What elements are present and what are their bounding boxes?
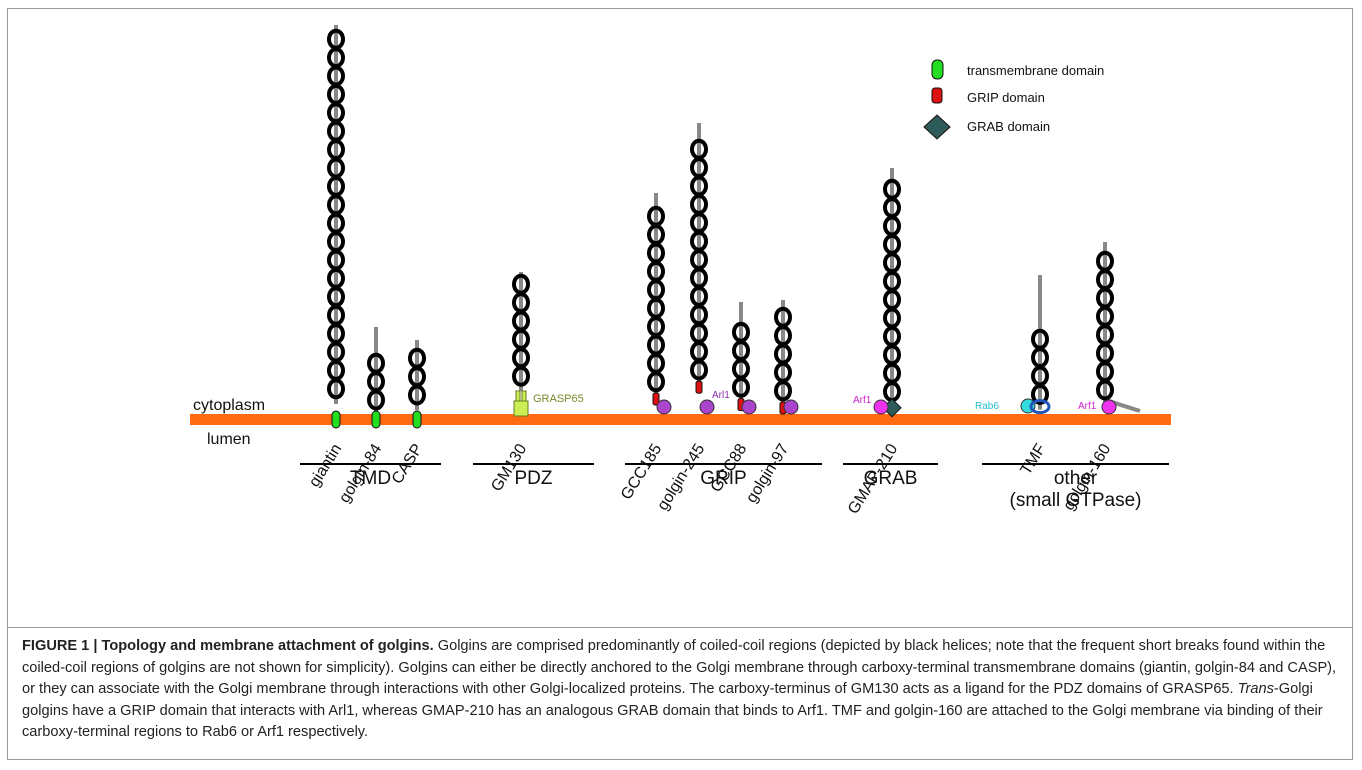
group-label: GRIP [700, 468, 746, 489]
membrane [190, 414, 1171, 425]
figure: cytoplasm lumen transmembrane domain GRI… [190, 25, 1171, 517]
protein-name: giantin [306, 441, 345, 490]
figure-frame [7, 8, 1353, 760]
caption: FIGURE 1 | Topology and membrane attachm… [22, 636, 1347, 744]
arl1 [656, 399, 672, 415]
group-sublabel: (small GTPase) [1010, 490, 1142, 511]
coil-loop [690, 359, 708, 381]
transmembrane-domain [371, 410, 381, 429]
legend-label: GRAB domain [967, 119, 1050, 134]
coil-loop [1096, 379, 1114, 401]
binding-label: GRASP65 [533, 393, 584, 405]
legend-grab-icon [923, 114, 951, 140]
binding-label: Arf1 [853, 395, 872, 406]
coil-loop [647, 371, 665, 393]
coil-loop [774, 380, 792, 402]
group-label: GRAB [864, 468, 918, 489]
arf1 [873, 399, 889, 415]
caption-italic: Trans [1237, 681, 1274, 698]
cytoplasm-label: cytoplasm [193, 397, 265, 414]
arf1 [1101, 399, 1117, 415]
caption-text: Golgins are comprised predominantly of c… [22, 638, 1337, 698]
transmembrane-domain [331, 410, 341, 429]
legend-label: transmembrane domain [967, 63, 1104, 78]
arl1 [783, 399, 799, 415]
lumen-label: lumen [207, 431, 251, 448]
arl1 [699, 399, 715, 415]
legend-label: GRIP domain [967, 90, 1045, 105]
coil-loop [1031, 383, 1049, 405]
grasp65 [515, 390, 521, 402]
caption-text: -Golgi golgins have a GRIP domain that i… [22, 681, 1323, 741]
grasp65 [513, 400, 529, 417]
grip-domain [695, 380, 703, 394]
transmembrane-domain [412, 410, 422, 429]
rab6-binding [1029, 399, 1051, 415]
legend-tm-icon [931, 59, 944, 80]
coil-loop [327, 378, 345, 400]
coil-loop [512, 365, 530, 387]
group-label: PDZ [515, 468, 553, 489]
binding-label: Arl1 [712, 390, 730, 401]
arl1 [741, 399, 757, 415]
group-label: other [1054, 468, 1098, 489]
legend-grip-icon [931, 87, 943, 104]
protein-name: TMF [1018, 441, 1050, 478]
caption-separator [7, 627, 1353, 628]
binding-label: Arf1 [1078, 401, 1097, 412]
coil-loop [367, 389, 385, 411]
figure-label: FIGURE 1 | Topology and membrane attachm… [22, 638, 434, 654]
grasp65 [521, 390, 527, 402]
coil-loop [732, 376, 750, 398]
protein-name: GCC185 [618, 441, 665, 503]
grip-domain [652, 392, 660, 406]
binding-label: Rab6 [975, 401, 999, 412]
coil-loop [408, 384, 426, 406]
group-label: TMD [350, 468, 391, 489]
protein-name: golgin-97 [743, 441, 792, 506]
